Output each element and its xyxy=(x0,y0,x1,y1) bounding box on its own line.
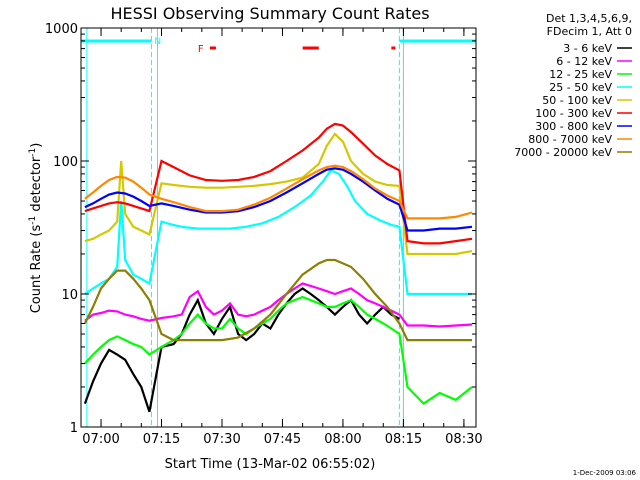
x-tick-label-5: 08:15 xyxy=(385,432,422,447)
series-line-3 xyxy=(84,169,472,296)
series-line-1 xyxy=(84,282,473,328)
x-axis-label: Start Time (13-Mar-02 06:55:02) xyxy=(165,457,376,472)
legend-label-8: 7000 - 20000 keV xyxy=(514,146,612,159)
legend-label-2: 12 - 25 keV xyxy=(549,68,612,81)
plot-frame xyxy=(80,27,477,428)
y-axis-label-end: ) xyxy=(29,143,44,148)
night-flag-label: N xyxy=(154,37,161,47)
y-tick-label-1: 10 xyxy=(61,288,78,303)
x-tick-label-2: 07:30 xyxy=(203,432,240,447)
legend-label-1: 6 - 12 keV xyxy=(556,55,612,68)
series-line-5 xyxy=(84,122,473,245)
series-line-4 xyxy=(84,132,473,256)
y-tick-label-2: 100 xyxy=(53,155,78,170)
y-axis-label-mid: detector xyxy=(29,156,44,216)
x-tick-label-3: 07:45 xyxy=(264,432,301,447)
legend-label-4: 50 - 100 keV xyxy=(542,94,612,107)
x-tick-label-0: 07:00 xyxy=(82,432,119,447)
legend-header-line-1: Det 1,3,4,5,6,9, xyxy=(546,12,632,25)
period-bands xyxy=(81,28,476,427)
x-tick-label-4: 08:00 xyxy=(324,432,361,447)
generation-timestamp: 1-Dec-2009 03:06 xyxy=(573,469,637,477)
series-line-8 xyxy=(83,258,472,342)
series-line-0 xyxy=(83,287,400,413)
y-axis-label-sup-1: -1 xyxy=(28,216,38,225)
legend-label-5: 100 - 300 keV xyxy=(535,107,612,120)
flare-flag-label: F xyxy=(198,44,204,55)
status-flags: NF xyxy=(154,37,396,55)
series-line-6 xyxy=(84,167,473,232)
legend-header-line-2: FDecim 1, Att 0 xyxy=(547,25,632,38)
chart-title: HESSI Observing Summary Count Rates xyxy=(110,4,429,23)
y-tick-label-0: 1 xyxy=(70,421,78,436)
series-line-2 xyxy=(84,295,473,406)
legend-label-0: 3 - 6 keV xyxy=(563,42,612,55)
x-tick-label-6: 08:30 xyxy=(445,432,482,447)
legend: Det 1,3,4,5,6,9, FDecim 1, Att 0 3 - 6 k… xyxy=(514,12,632,159)
legend-label-3: 25 - 50 keV xyxy=(549,81,612,94)
legend-label-6: 300 - 800 keV xyxy=(535,120,612,133)
series-line-7 xyxy=(84,164,473,220)
y-axis-label-sup-2: -1 xyxy=(28,148,38,157)
legend-label-7: 800 - 7000 keV xyxy=(528,133,612,146)
y-axis-label-main: Count Rate (s xyxy=(29,225,44,314)
y-tick-label-3: 1000 xyxy=(45,22,78,37)
axes: 07:00 07:15 07:30 07:45 08:00 08:15 08:30 1 10 10… xyxy=(45,22,483,447)
y-axis-label: Count Rate (s-1 detector-1) xyxy=(28,143,44,314)
x-tick-label-1: 07:15 xyxy=(143,432,180,447)
series-layer xyxy=(83,122,473,413)
